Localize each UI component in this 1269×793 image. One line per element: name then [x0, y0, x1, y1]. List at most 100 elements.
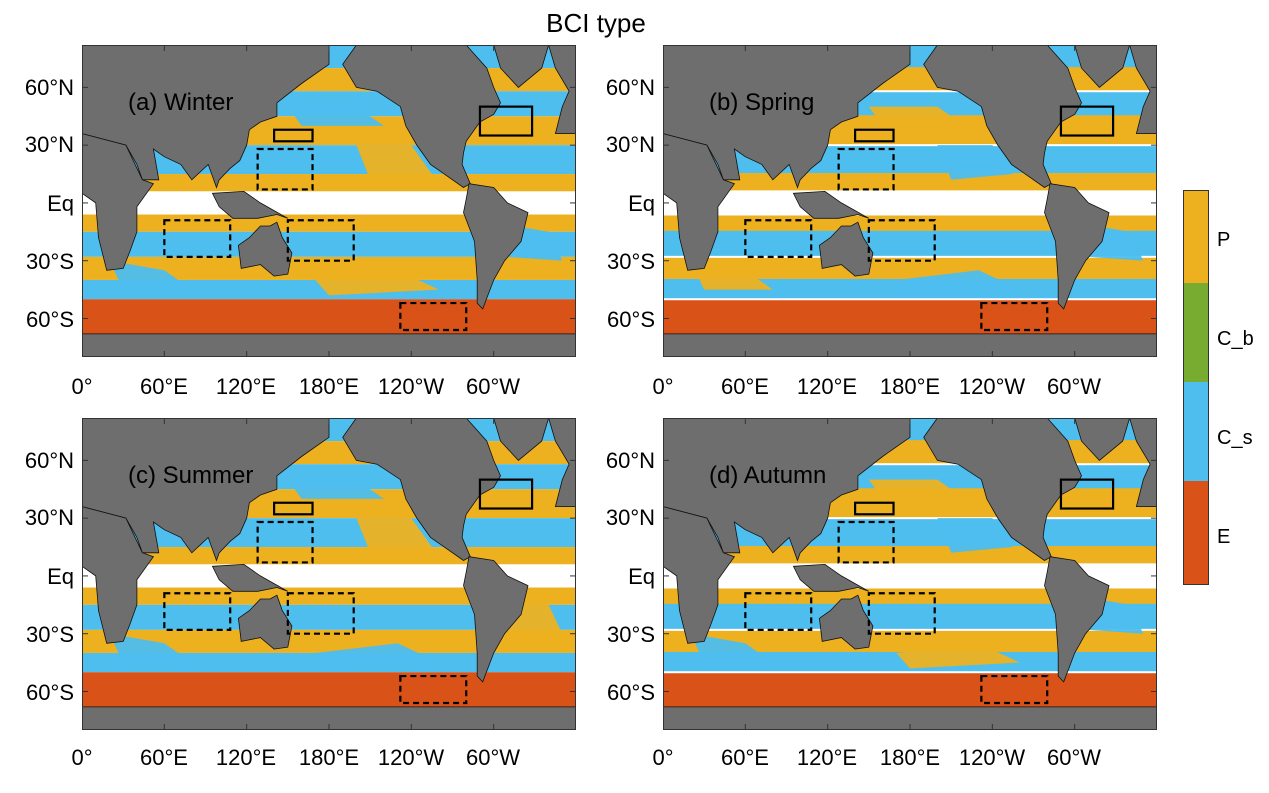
category-patch [937, 518, 1013, 553]
panel-label-autumn: (d) Autumn [709, 462, 827, 489]
category-patch [356, 145, 432, 180]
colorbar [1183, 190, 1209, 585]
colorbar-segment-e [1184, 481, 1208, 584]
xtick-c-180e: 180°E [298, 745, 360, 770]
colorbar-segment-c-s [1184, 382, 1208, 481]
xtick-c-0: 0° [71, 745, 93, 770]
category-patch [896, 643, 1020, 669]
ytick-a-60n: 60°N [24, 75, 74, 100]
land-africa [82, 133, 155, 271]
panel-label-summer: (c) Summer [128, 462, 254, 489]
land-antarctica [82, 706, 576, 730]
colorbar-segment-c-b [1184, 283, 1208, 382]
category-patch [868, 479, 965, 499]
category-patch [287, 106, 384, 126]
region-box-dashed [980, 674, 1049, 705]
colorbar-label-c-b: C_b [1217, 328, 1254, 350]
ytick-d-30n: 30°N [605, 505, 655, 530]
map-panel-winter [82, 45, 576, 357]
xtick-c-60e: 60°E [140, 745, 188, 770]
ytick-d-30s: 30°S [607, 622, 655, 647]
region-box-dashed [256, 520, 314, 564]
xtick-d-0: 0° [652, 745, 674, 770]
category-band-e [82, 299, 576, 334]
land-europe [1129, 45, 1157, 134]
panel-label-winter: (a) Winter [128, 89, 234, 116]
ytick-a-30s: 30°S [26, 249, 74, 274]
land-greenland [493, 45, 550, 88]
category-band-e [663, 300, 1157, 335]
xtick-d-180e: 180°E [879, 745, 941, 770]
xtick-d-60e: 60°E [721, 745, 769, 770]
xtick-a-60e: 60°E [140, 374, 188, 399]
land-north-america [342, 418, 501, 561]
figure-title: BCI type [546, 8, 646, 38]
xtick-b-120w: 120°W [958, 374, 1026, 399]
ytick-a-60s: 60°S [26, 307, 74, 332]
xtick-b-180e: 180°E [879, 374, 941, 399]
xtick-d-120w: 120°W [958, 745, 1026, 770]
region-box-dashed [399, 674, 468, 705]
map-winter-svg [82, 45, 576, 357]
land-australia [818, 594, 874, 650]
xtick-b-60w: 60°W [1046, 374, 1102, 399]
ytick-a-30n: 30°N [24, 132, 74, 157]
land-africa [663, 506, 736, 644]
category-patch [315, 270, 439, 296]
ytick-c-30n: 30°N [24, 505, 74, 530]
land-north-america [342, 45, 501, 188]
xtick-b-120e: 120°E [796, 374, 858, 399]
ytick-c-60n: 60°N [24, 448, 74, 473]
region-box-solid [478, 105, 534, 137]
ytick-b-60n: 60°N [605, 75, 655, 100]
xtick-a-0: 0° [71, 374, 93, 399]
region-box-dashed [256, 147, 314, 191]
map-spring-svg [663, 45, 1157, 357]
colorbar-label-p: P [1217, 229, 1231, 251]
ytick-b-30s: 30°S [607, 249, 655, 274]
map-panel-autumn [663, 418, 1157, 730]
map-panel-summer [82, 418, 576, 730]
panel-label-spring: (b) Spring [709, 89, 815, 116]
category-patch [287, 479, 384, 499]
region-box-dashed [867, 219, 936, 262]
land-africa [663, 133, 736, 271]
land-antarctica [82, 333, 576, 357]
region-box-solid [273, 501, 314, 516]
ytick-d-60s: 60°S [607, 680, 655, 705]
map-summer-svg [82, 418, 576, 730]
region-box-solid [273, 128, 314, 143]
region-box-dashed [286, 592, 355, 635]
land-maritime [211, 190, 288, 219]
xtick-a-60w: 60°W [465, 374, 521, 399]
land-south-america [463, 183, 529, 310]
land-australia [237, 221, 293, 277]
category-band-e [82, 672, 576, 707]
category-patch [356, 518, 432, 553]
land-greenland [1074, 45, 1131, 88]
land-south-america [463, 556, 529, 683]
land-north-america [923, 45, 1082, 188]
land-europe [1129, 418, 1157, 507]
ytick-d-60n: 60°N [605, 448, 655, 473]
land-africa [82, 506, 155, 644]
ytick-b-30n: 30°N [605, 132, 655, 157]
region-box-solid [854, 128, 895, 143]
xtick-a-180e: 180°E [298, 374, 360, 399]
map-panel-spring [663, 45, 1157, 357]
land-antarctica [663, 333, 1157, 357]
land-australia [818, 221, 874, 277]
region-box-dashed [744, 592, 813, 631]
category-patch [690, 260, 773, 290]
ytick-c-30s: 30°S [26, 622, 74, 647]
xtick-a-120e: 120°E [215, 374, 277, 399]
region-box-solid [1059, 105, 1115, 137]
region-box-dashed [163, 592, 232, 631]
land-europe [548, 45, 576, 134]
category-band-e [663, 673, 1157, 708]
land-europe [548, 418, 576, 507]
region-box-solid [478, 478, 534, 510]
region-box-dashed [399, 301, 468, 332]
land-south-america [1044, 556, 1110, 683]
land-greenland [493, 418, 550, 461]
